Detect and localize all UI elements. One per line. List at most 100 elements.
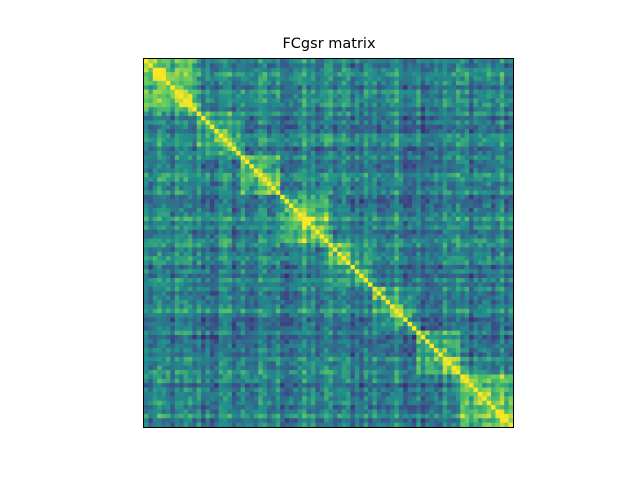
heatmap-cell <box>420 85 426 91</box>
heatmap-cell <box>328 120 334 126</box>
heatmap-cell <box>385 155 391 161</box>
heatmap-cell <box>170 98 176 104</box>
heatmap-cell <box>346 67 351 73</box>
heatmap-cell <box>262 72 268 77</box>
heatmap-cell <box>258 229 264 235</box>
heatmap-cell <box>144 133 149 139</box>
heatmap-cell <box>253 273 259 279</box>
heatmap-cell <box>394 238 400 244</box>
heatmap-cell <box>205 221 211 226</box>
heatmap-cell <box>433 199 439 204</box>
heatmap-cell <box>332 238 338 244</box>
heatmap-cell <box>442 234 448 240</box>
heatmap-cell <box>350 282 356 288</box>
heatmap-cell <box>157 85 162 91</box>
heatmap-cell <box>293 137 299 143</box>
heatmap-cell <box>451 72 457 77</box>
heatmap-cell <box>328 59 334 64</box>
heatmap-cell <box>464 216 470 222</box>
heatmap-cell <box>328 243 334 248</box>
heatmap-cell <box>223 299 228 305</box>
heatmap-cell <box>350 72 356 77</box>
heatmap-cell <box>201 94 206 99</box>
heatmap-cell <box>363 102 369 108</box>
heatmap-cell <box>328 111 334 117</box>
heatmap-cell <box>420 164 426 169</box>
heatmap-cell <box>394 234 400 240</box>
heatmap-cell <box>350 159 356 165</box>
heatmap-cell <box>223 304 228 310</box>
heatmap-cell <box>394 199 400 204</box>
heatmap-cell <box>271 247 277 253</box>
heatmap-cell <box>253 216 259 222</box>
heatmap-cell <box>297 67 303 73</box>
heatmap-cell <box>508 251 514 257</box>
heatmap-cell <box>157 317 162 323</box>
heatmap-cell <box>319 102 325 108</box>
heatmap-cell <box>280 216 285 222</box>
heatmap-cell <box>148 243 154 248</box>
heatmap-cell <box>442 313 448 318</box>
heatmap-cell <box>504 251 510 257</box>
heatmap-cell <box>297 181 303 187</box>
heatmap-cell <box>363 172 369 178</box>
heatmap-cell <box>319 304 325 310</box>
heatmap-cell <box>381 247 387 253</box>
heatmap-cell <box>491 155 496 161</box>
heatmap-cell <box>460 155 466 161</box>
heatmap-cell <box>499 247 505 253</box>
heatmap-cell <box>429 291 435 296</box>
heatmap-cell <box>403 251 408 257</box>
heatmap-cell <box>214 133 220 139</box>
heatmap-cell <box>411 59 417 64</box>
heatmap-cell <box>280 133 285 139</box>
heatmap-cell <box>165 124 171 130</box>
heatmap-cell <box>249 304 255 310</box>
heatmap-cell <box>341 177 347 183</box>
heatmap-cell <box>350 151 356 156</box>
heatmap-cell <box>227 181 233 187</box>
heatmap-cell <box>174 221 180 226</box>
heatmap-cell <box>504 129 510 134</box>
heatmap-cell <box>346 107 351 112</box>
heatmap-cell <box>346 186 351 191</box>
heatmap-cell <box>451 98 457 104</box>
heatmap-cell <box>381 238 387 244</box>
heatmap-cell <box>486 111 492 117</box>
heatmap-cell <box>460 80 466 86</box>
heatmap-cell <box>148 203 154 209</box>
heatmap-cell <box>394 59 400 64</box>
heatmap-cell <box>227 102 233 108</box>
heatmap-cell <box>249 212 255 218</box>
heatmap-cell <box>183 243 189 248</box>
heatmap-cell <box>253 89 259 95</box>
heatmap-cell <box>473 120 479 126</box>
heatmap-cell <box>170 159 176 165</box>
heatmap-cell <box>473 221 479 226</box>
heatmap-cell <box>411 295 417 301</box>
heatmap-cell <box>306 168 312 174</box>
heatmap-cell <box>482 225 488 231</box>
heatmap-cell <box>183 317 189 323</box>
heatmap-cell <box>469 225 474 231</box>
heatmap-cell <box>324 124 329 130</box>
heatmap-cell <box>473 194 479 200</box>
heatmap-cell <box>346 115 351 121</box>
heatmap-cell <box>341 282 347 288</box>
heatmap-cell <box>157 172 162 178</box>
heatmap-cell <box>407 278 413 283</box>
heatmap-cell <box>442 159 448 165</box>
heatmap-cell <box>214 308 220 314</box>
heatmap-cell <box>144 269 149 275</box>
heatmap-cell <box>161 308 167 314</box>
heatmap-cell <box>455 59 461 64</box>
heatmap-cell <box>280 243 285 248</box>
heatmap-cell <box>420 243 426 248</box>
heatmap-cell <box>332 304 338 310</box>
heatmap-cell <box>218 186 224 191</box>
heatmap-cell <box>205 247 211 253</box>
heatmap-cell <box>425 98 430 104</box>
heatmap-cell <box>201 67 206 73</box>
heatmap-cell <box>240 115 246 121</box>
heatmap-cell <box>411 94 417 99</box>
